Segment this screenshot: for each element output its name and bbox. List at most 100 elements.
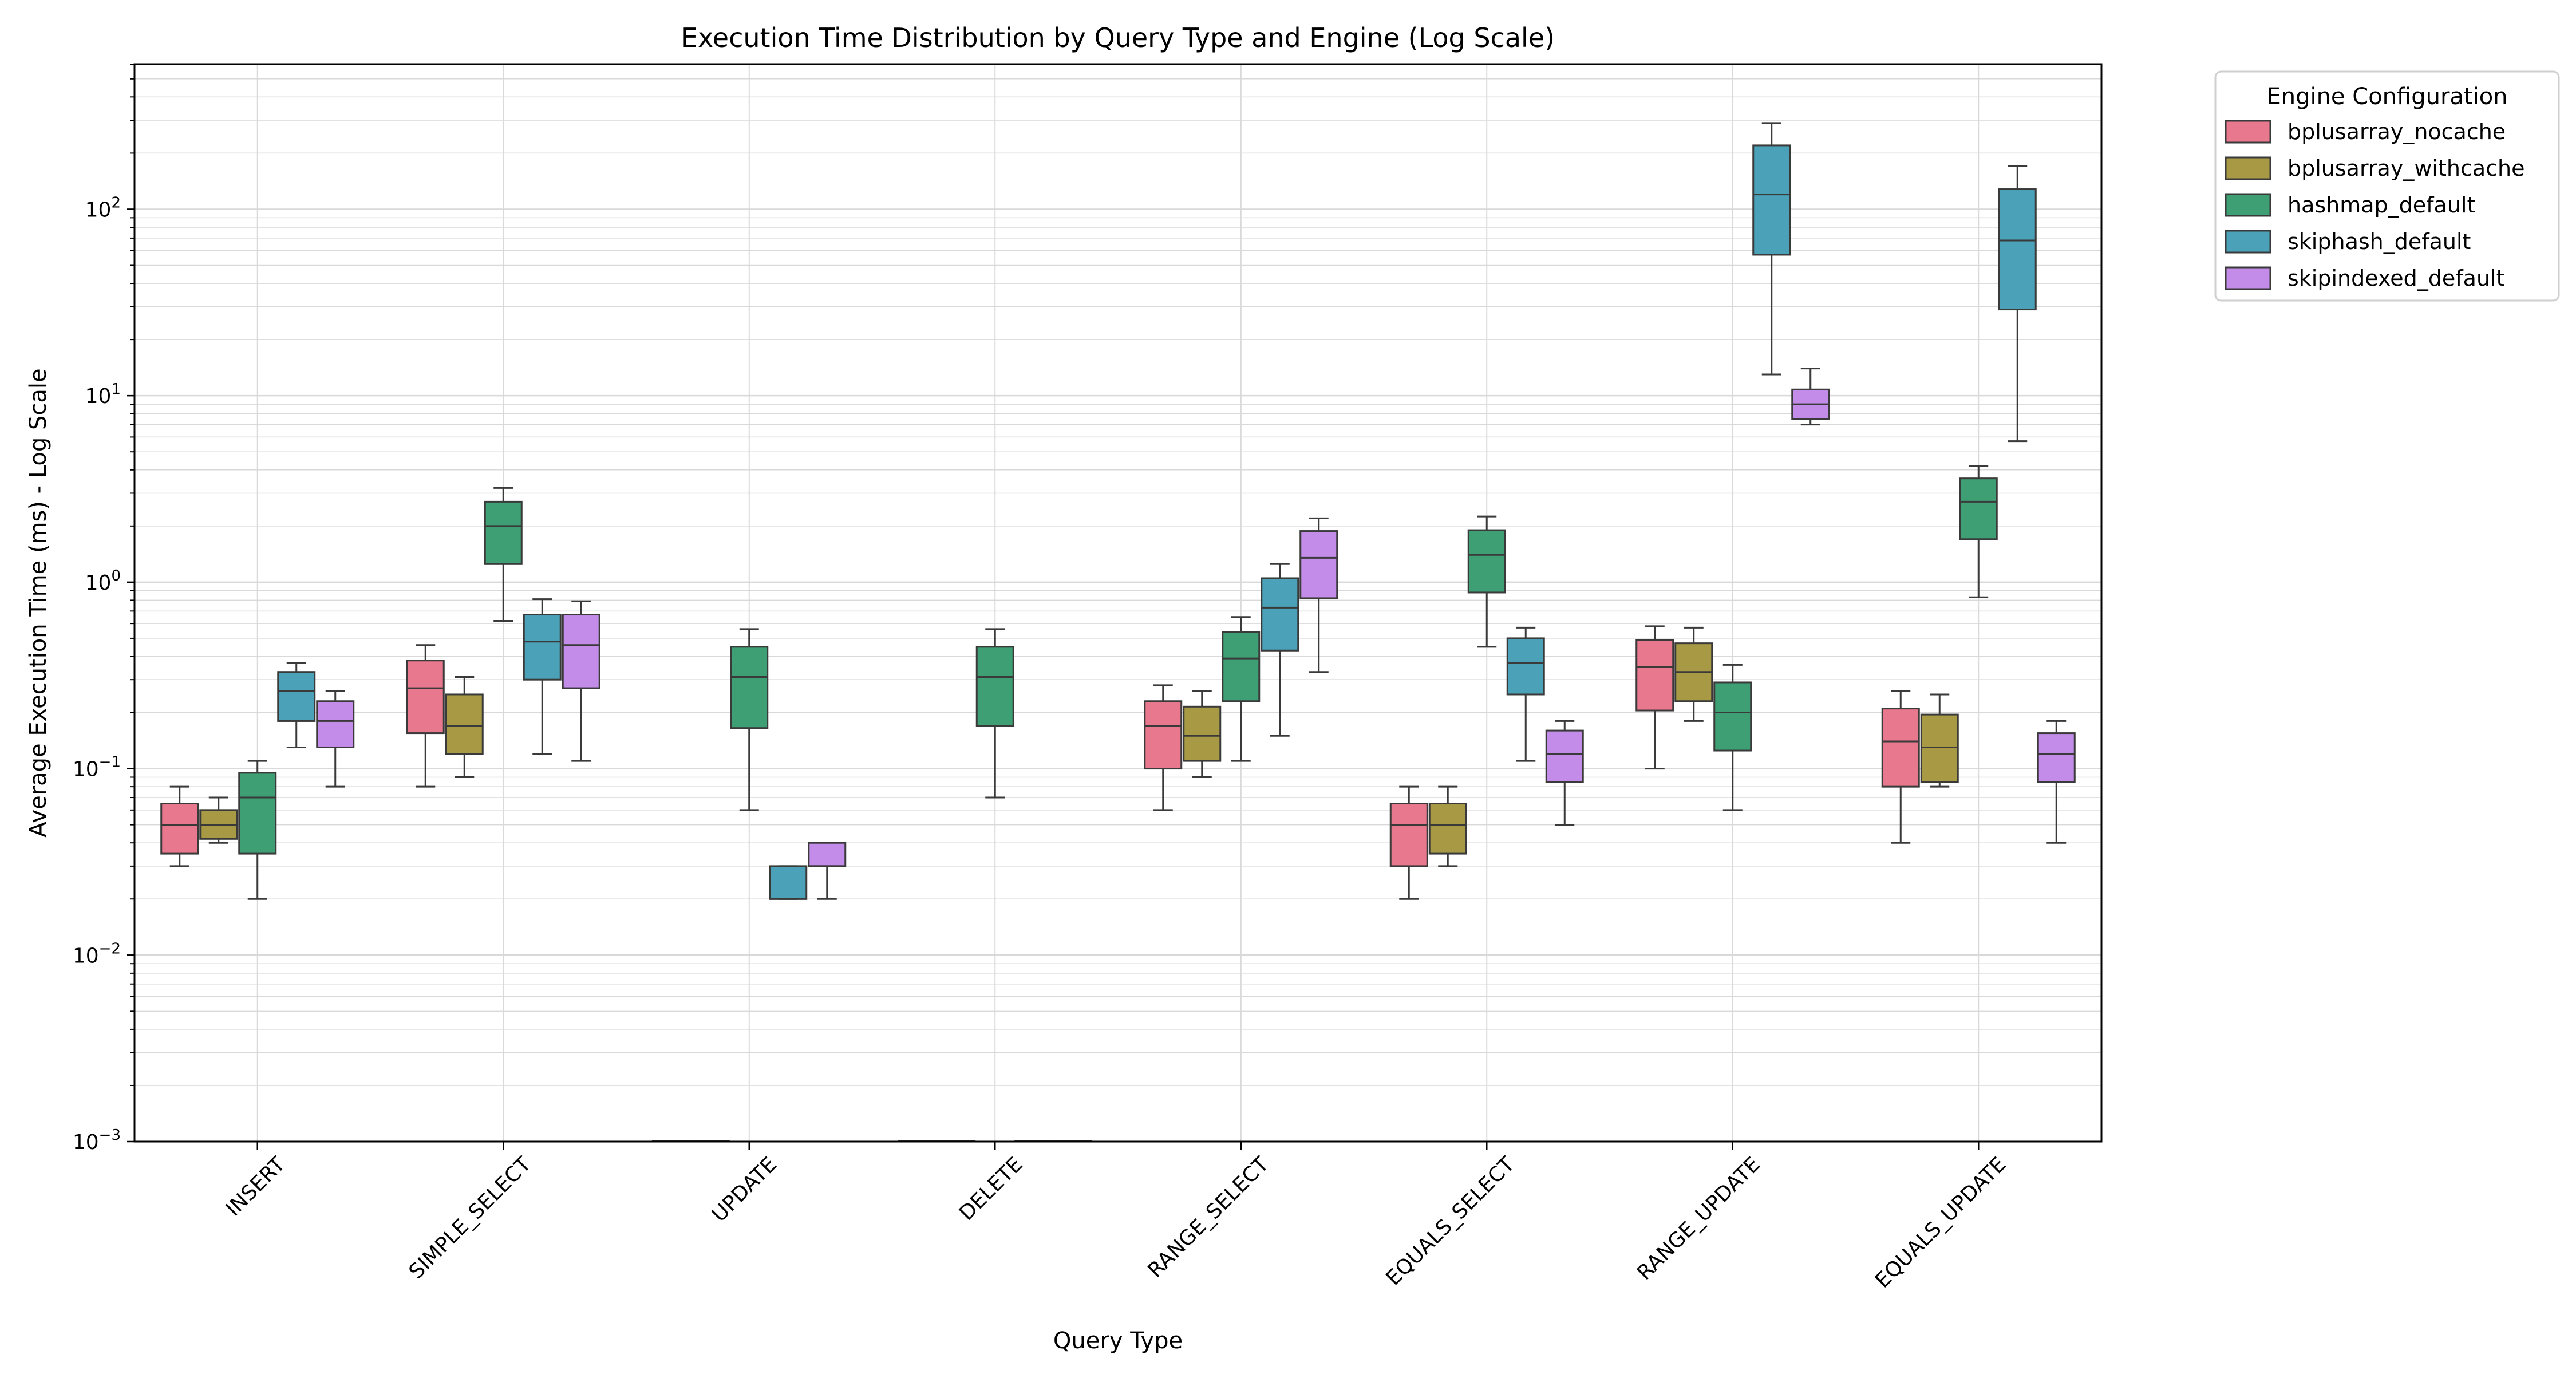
legend-frame (2214, 70, 2560, 302)
box-skiphash_default (523, 598, 562, 755)
box-skiphash_default (277, 662, 316, 748)
box-skiphash_default (1506, 626, 1545, 762)
box-hashmap_default (1467, 515, 1506, 648)
box-skiphash_default (1752, 122, 1791, 376)
box-body (445, 693, 484, 755)
box-body (808, 842, 847, 867)
y-tick-label: 101 (85, 381, 121, 408)
box-plot-series (160, 122, 2076, 1142)
box-body (238, 772, 277, 855)
x-tick-label: RANGE_UPDATE (1633, 1152, 1765, 1285)
x-tick-label: UPDATE (708, 1152, 781, 1226)
x-tick-label: EQUALS_SELECT (1382, 1152, 1520, 1290)
box-body (1261, 577, 1299, 652)
box-skiphash_default (769, 865, 808, 900)
y-axis-label: Average Execution Time (ms) - Log Scale (25, 368, 52, 837)
box-skiphash_default (1261, 563, 1299, 737)
y-tick-label: 100 (85, 567, 121, 595)
legend-items: bplusarray_nocache bplusarray_withcacheha… (2225, 119, 2524, 291)
plot-frame (133, 63, 2103, 1143)
box-body (1881, 708, 1920, 788)
x-tick-label: SIMPLE_SELECT (405, 1152, 536, 1284)
box-body (484, 500, 523, 565)
box-bplusarray_nocache (406, 644, 445, 788)
legend-label: skipindexed_default (2287, 266, 2504, 291)
box-bplusarray_withcache (1674, 626, 1713, 722)
y-tick-label: 10−2 (73, 940, 121, 968)
legend-label: hashmap_default (2287, 192, 2475, 218)
box-skipindexed_default (316, 690, 355, 788)
box-hashmap_default (1713, 664, 1752, 811)
box-hashmap_default (730, 628, 769, 811)
box-bplusarray_nocache (1881, 690, 1920, 844)
x-axis: INSERT SIMPLE_SELECT UPDATE DELETE RANGE_SEL… (222, 1142, 2011, 1293)
box-bplusarray_nocache (1389, 785, 1428, 900)
box-skipindexed_default (2037, 720, 2076, 844)
box-body (523, 614, 562, 681)
box-body (1545, 729, 1584, 783)
box-body (1998, 188, 2037, 311)
box-bplusarray_withcache (1183, 690, 1222, 778)
box-body (1467, 529, 1506, 594)
legend-label: bplusarray_nocache (2287, 119, 2506, 144)
box-body (975, 646, 1014, 727)
y-axis: 10−3 10−2 10−1 100 101 102 (73, 64, 135, 1154)
legend-swatch (2225, 156, 2271, 180)
box-hashmap_default (1959, 465, 1998, 598)
box-body (406, 660, 445, 735)
box-body (1299, 530, 1338, 599)
box-body (1428, 803, 1467, 855)
box-body (1183, 705, 1222, 762)
box-body (316, 700, 355, 748)
box-body (277, 671, 316, 722)
x-tick-label: EQUALS_UPDATE (1871, 1152, 2010, 1292)
box-bplusarray_withcache (1920, 693, 1959, 788)
box-body (1752, 144, 1791, 256)
legend: Engine Configuration bplusarray_nocacheb… (2214, 70, 2560, 302)
x-tick-label: DELETE (955, 1152, 1028, 1225)
box-skipindexed_default (562, 600, 600, 762)
y-tick-label: 10−1 (73, 754, 121, 781)
y-tick-label: 102 (85, 194, 121, 222)
box-skipindexed_default (1299, 517, 1338, 673)
legend-swatch (2225, 120, 2271, 144)
box-skipindexed_default (1791, 368, 1830, 426)
box-hashmap_default (975, 628, 1014, 799)
legend-item-bplusarray_withcache: bplusarray_withcache (2225, 156, 2524, 181)
box-bplusarray_withcache (445, 676, 484, 778)
box-body (1959, 477, 1998, 540)
grid-lines (135, 64, 2101, 1143)
box-body (2037, 732, 2076, 783)
box-bplusarray_nocache (160, 785, 199, 867)
box-body (562, 614, 600, 689)
legend-item-skipindexed_default: skipindexed_default (2225, 266, 2504, 291)
legend-title: Engine Configuration (2266, 84, 2507, 110)
box-hashmap_default (238, 760, 277, 900)
box-body (160, 803, 199, 855)
box-hashmap_default (484, 487, 523, 622)
box-body (769, 865, 808, 900)
chart-title: Execution Time Distribution by Query Typ… (681, 22, 1555, 53)
box-bplusarray_nocache (1144, 684, 1183, 811)
x-axis-label: Query Type (1053, 1328, 1183, 1354)
box-skipindexed_default (808, 842, 847, 900)
legend-label: skiphash_default (2287, 229, 2471, 254)
box-body (1713, 681, 1752, 752)
box-body (1222, 631, 1261, 702)
box-body (730, 646, 769, 729)
legend-item-bplusarray_nocache: bplusarray_nocache (2225, 119, 2506, 144)
box-body (1389, 803, 1428, 867)
y-tick-label: 10−3 (73, 1127, 121, 1154)
box-body (1144, 700, 1183, 770)
box-bplusarray_withcache (199, 796, 238, 844)
box-bplusarray_withcache (1428, 785, 1467, 867)
legend-swatch (2225, 230, 2271, 254)
x-tick-label: INSERT (222, 1152, 290, 1221)
box-body (1635, 639, 1674, 712)
legend-swatch (2225, 266, 2271, 290)
box-skipindexed_default (1545, 720, 1584, 826)
legend-item-skiphash_default: skiphash_default (2225, 229, 2471, 254)
legend-label: bplusarray_withcache (2287, 156, 2524, 181)
box-bplusarray_nocache (1635, 625, 1674, 770)
